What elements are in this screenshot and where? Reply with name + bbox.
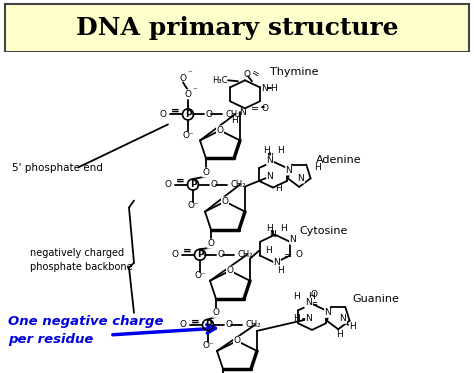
- Text: N: N: [240, 108, 246, 117]
- Text: H: H: [280, 224, 287, 233]
- Text: N: N: [266, 156, 273, 165]
- Text: O: O: [217, 126, 224, 135]
- Text: 5' phosphate end: 5' phosphate end: [12, 163, 103, 172]
- Text: O⁻: O⁻: [202, 341, 214, 351]
- Text: =: =: [284, 251, 292, 261]
- Text: O: O: [234, 336, 240, 345]
- Text: N: N: [306, 314, 312, 323]
- Text: Cytosine: Cytosine: [299, 226, 347, 236]
- Text: H: H: [263, 146, 270, 155]
- Text: N: N: [340, 314, 346, 323]
- Text: H: H: [337, 330, 343, 339]
- Text: O⁻: O⁻: [182, 131, 194, 140]
- Text: H: H: [293, 314, 300, 323]
- Text: N: N: [270, 230, 276, 239]
- Text: P: P: [197, 250, 203, 259]
- Text: H: H: [275, 184, 283, 193]
- Text: N: N: [262, 84, 268, 93]
- Text: =: =: [182, 246, 191, 256]
- Text: N: N: [305, 298, 311, 307]
- Text: N: N: [298, 174, 304, 183]
- Text: H: H: [308, 292, 315, 301]
- Text: H₃C: H₃C: [212, 76, 228, 85]
- Text: DNA primary structure: DNA primary structure: [76, 16, 398, 40]
- Text: H: H: [232, 116, 238, 125]
- Text: O⁻: O⁻: [194, 271, 206, 280]
- Text: CH₂: CH₂: [246, 320, 262, 329]
- Text: H: H: [271, 84, 277, 93]
- Text: O: O: [221, 197, 228, 206]
- Text: =: =: [251, 104, 259, 115]
- Text: N: N: [286, 166, 292, 175]
- Text: =: =: [249, 68, 261, 81]
- Text: P: P: [205, 320, 211, 329]
- Text: N: N: [273, 258, 281, 267]
- Text: O: O: [262, 104, 268, 113]
- Text: ⁻: ⁻: [187, 70, 192, 79]
- Text: Guanine: Guanine: [352, 294, 399, 304]
- Text: N: N: [266, 153, 273, 162]
- Text: O: O: [180, 74, 186, 83]
- Text: CH₂: CH₂: [226, 110, 241, 119]
- Text: O: O: [310, 290, 318, 299]
- Text: H: H: [349, 322, 356, 331]
- Text: N: N: [266, 172, 273, 181]
- Text: One negative charge
per residue: One negative charge per residue: [8, 316, 164, 347]
- Text: =: =: [191, 316, 200, 326]
- Text: =: =: [176, 176, 184, 186]
- Text: H: H: [314, 163, 321, 172]
- Text: H: H: [293, 292, 300, 301]
- Text: H: H: [266, 224, 273, 233]
- Text: N: N: [325, 308, 331, 317]
- Text: =: =: [310, 299, 319, 309]
- Text: O: O: [218, 250, 225, 259]
- Text: N: N: [306, 298, 312, 307]
- Text: CH₂: CH₂: [238, 250, 254, 259]
- Text: O: O: [206, 110, 213, 119]
- Text: O: O: [208, 239, 215, 248]
- Text: H: H: [277, 146, 284, 155]
- Text: H: H: [265, 246, 272, 255]
- Text: O: O: [202, 168, 210, 177]
- Text: O: O: [160, 110, 167, 119]
- Text: H: H: [278, 266, 284, 275]
- Text: O⁻: O⁻: [187, 201, 199, 210]
- Text: O: O: [172, 250, 179, 259]
- Text: O: O: [180, 320, 187, 329]
- Text: Adenine: Adenine: [316, 156, 362, 166]
- Text: negatively charged
phosphate backbone: negatively charged phosphate backbone: [30, 248, 133, 272]
- Text: O: O: [211, 180, 218, 189]
- Text: P: P: [190, 180, 196, 189]
- Text: O: O: [212, 308, 219, 317]
- Text: Thymine: Thymine: [270, 67, 319, 77]
- Text: O: O: [244, 70, 250, 79]
- Text: P: P: [185, 110, 191, 119]
- Text: O: O: [296, 250, 303, 259]
- Text: O: O: [226, 320, 233, 329]
- Text: =: =: [171, 106, 179, 116]
- Text: O: O: [227, 266, 234, 275]
- Text: O: O: [184, 90, 191, 99]
- Text: O: O: [165, 180, 172, 189]
- Text: N: N: [290, 235, 296, 244]
- Text: CH₂: CH₂: [231, 180, 246, 189]
- Text: ⁻: ⁻: [192, 86, 197, 95]
